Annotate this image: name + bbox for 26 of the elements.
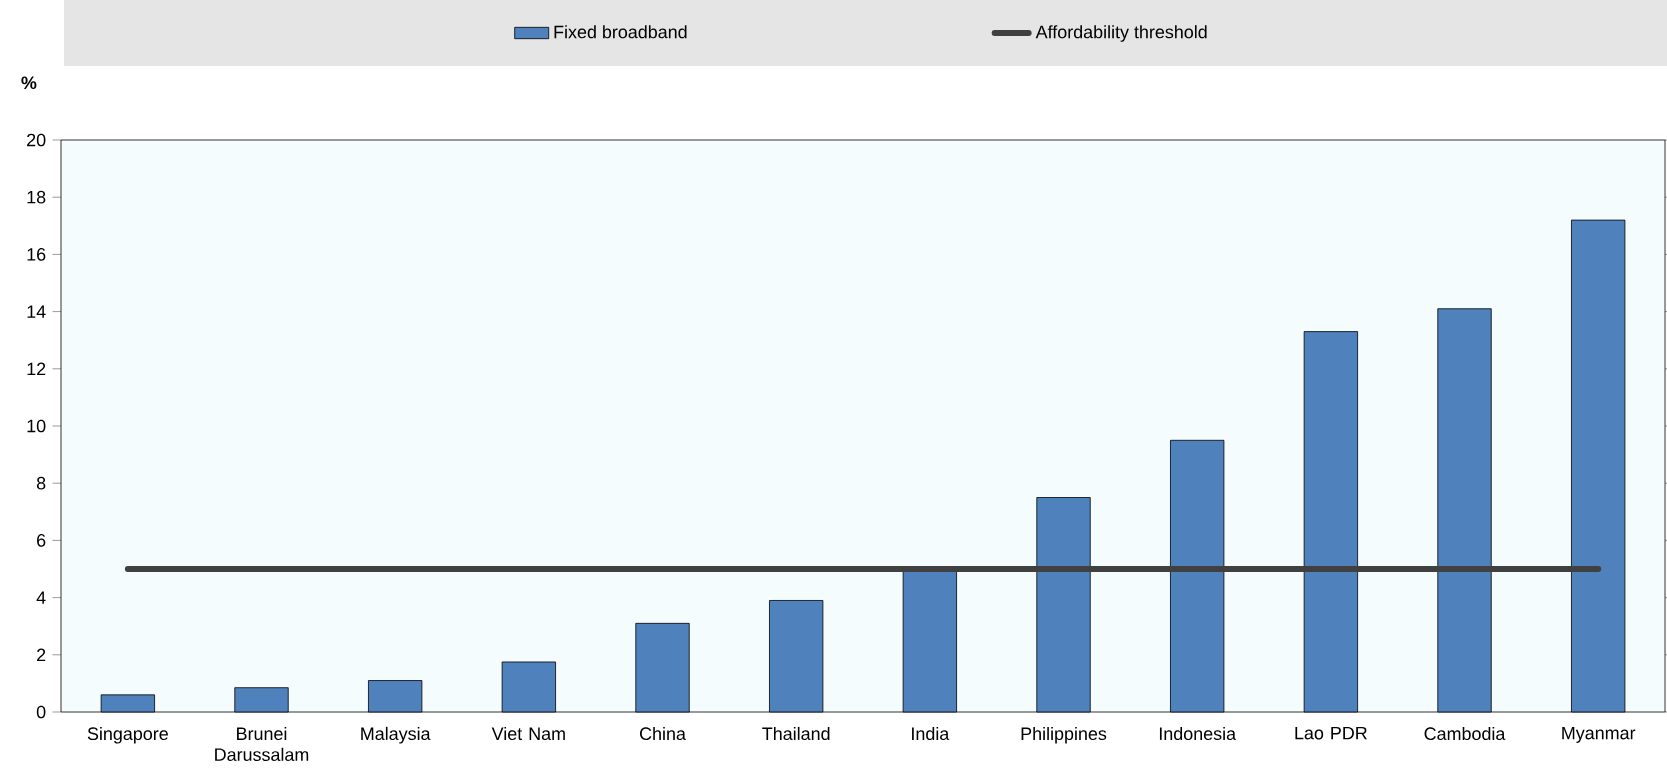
legend-label: Fixed broadband (554, 25, 687, 39)
x-tick-label: China (640, 726, 686, 741)
y-axis-title: % (21, 76, 37, 90)
y-tick-label: 4 (36, 591, 46, 604)
x-tick-label: Brunei Darussalam (215, 726, 309, 761)
x-tick-label: Malaysia (361, 726, 431, 744)
x-tick-label: Viet Nam (491, 726, 565, 741)
x-tick-label: India (912, 726, 950, 741)
x-tick-label: Myanmar (1562, 726, 1636, 743)
x-tick-label: Thailand (762, 726, 830, 741)
y-tick-label: 8 (36, 476, 46, 490)
x-tick-label: Cambodia (1424, 726, 1506, 741)
y-tick-label: 10 (27, 419, 46, 433)
y-tick-label: 20 (27, 133, 46, 147)
x-tick-label: Philippines (1021, 726, 1107, 744)
y-tick-label: 2 (37, 648, 46, 662)
y-tick-label: 6 (37, 534, 46, 547)
legend-label: Affordability threshold (1035, 25, 1207, 42)
y-tick-label: 18 (27, 190, 46, 204)
y-tick-label: 16 (27, 248, 46, 261)
x-tick-label: Indonesia (1159, 726, 1237, 741)
x-tick-label: Lao PDR (1295, 726, 1367, 740)
y-tick-label: 14 (27, 305, 46, 318)
y-tick-label: 0 (36, 705, 46, 719)
y-tick-label: 12 (27, 362, 46, 376)
x-tick-label: Singapore (87, 726, 168, 744)
